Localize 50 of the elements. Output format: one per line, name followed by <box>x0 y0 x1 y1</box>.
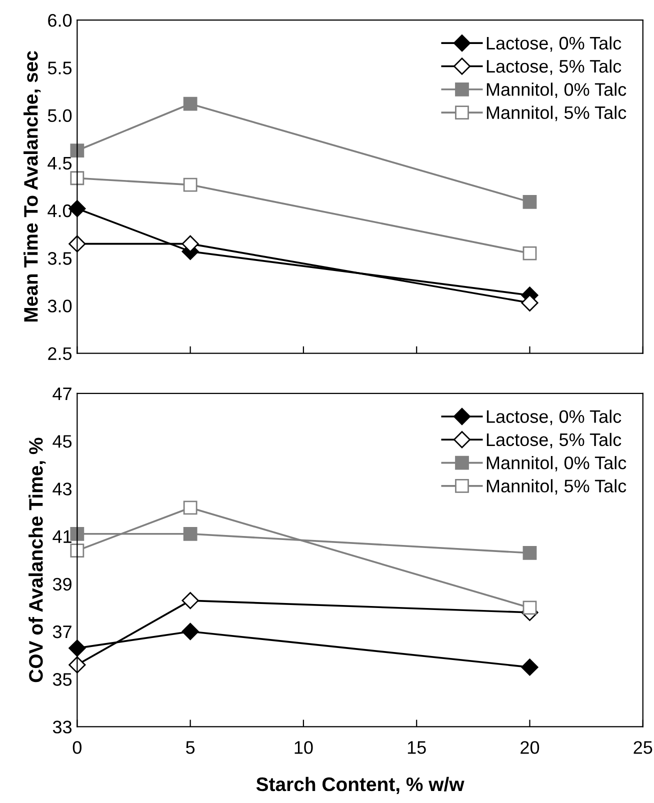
legend-label: Mannitol, 0% Talc <box>486 456 626 472</box>
y-tick-label: 39 <box>52 578 72 591</box>
y-tick-label: 2.5 <box>48 347 72 360</box>
y-axis-title: COV of Avalanche Time, % <box>28 438 46 682</box>
point <box>521 294 538 312</box>
point <box>68 640 86 657</box>
legend-label: Lactose, 0% Talc <box>486 410 622 426</box>
x-tick-label: 10 <box>294 741 313 754</box>
point <box>522 194 537 209</box>
y-tick-label: 37 <box>52 625 72 638</box>
point <box>70 171 84 186</box>
point <box>522 246 537 260</box>
x-tick-label: 5 <box>186 741 195 754</box>
x-tick-label: 15 <box>408 741 426 754</box>
y-tick-label: 45 <box>52 435 72 448</box>
y-tick-label: 3.0 <box>48 300 72 312</box>
y-tick-label: 43 <box>52 482 72 496</box>
point <box>522 546 537 560</box>
legend-label: Mannitol, 5% Talc <box>486 106 626 122</box>
x-tick-label: 25 <box>634 741 652 754</box>
point <box>70 544 84 558</box>
legend-label: Lactose, 0% Talc <box>486 36 622 52</box>
x-tick-label: 20 <box>520 741 540 754</box>
point <box>183 500 198 515</box>
y-axis-title: Mean Time To Avalanche, sec <box>24 51 41 322</box>
y-tick-label: 5.0 <box>48 109 72 122</box>
point <box>183 96 198 111</box>
point <box>70 526 84 541</box>
point <box>70 144 84 158</box>
point <box>183 178 198 192</box>
legend-label: Mannitol, 0% Talc <box>486 82 626 98</box>
point <box>182 622 199 640</box>
x-tick-label: 0 <box>72 741 82 754</box>
legend-label: Mannitol, 5% Talc <box>486 479 626 495</box>
point <box>521 658 538 676</box>
point <box>182 592 199 610</box>
y-tick-label: 6.0 <box>48 14 72 27</box>
legend-label: Lactose, 5% Talc <box>486 432 622 448</box>
y-tick-label: 5.5 <box>48 62 72 74</box>
point <box>522 600 537 615</box>
y-tick-label: 35 <box>52 673 72 686</box>
y-tick-label: 41 <box>52 530 72 543</box>
y-tick-label: 3.5 <box>48 252 72 265</box>
point <box>182 235 199 252</box>
x-axis-title: Starch Content, % w/w <box>256 776 464 794</box>
y-tick-label: 4.5 <box>48 157 72 170</box>
point <box>183 526 198 541</box>
y-tick-label: 47 <box>52 388 72 400</box>
legend-label: Lactose, 5% Talc <box>486 59 622 75</box>
y-tick-label: 33 <box>52 720 72 734</box>
